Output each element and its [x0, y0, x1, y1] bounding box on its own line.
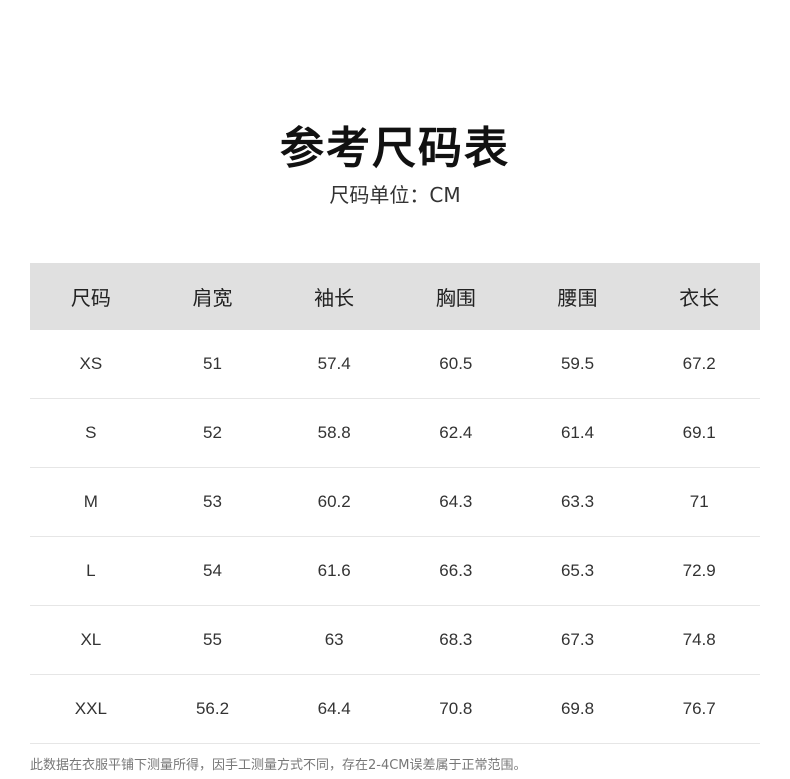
table-cell: 69.1 — [682, 423, 716, 442]
table-cell: XXL — [74, 699, 107, 718]
measurement-note: 此数据在衣服平铺下测量所得，因手工测量方式不同，存在2-4CM误差属于正常范围。 — [30, 758, 527, 773]
table-cell: 51 — [203, 354, 222, 373]
table-cell: 58.8 — [317, 423, 351, 442]
table-cell: 71 — [689, 492, 709, 511]
table-row: S 52 58.8 62.4 61.4 69.1 — [30, 399, 760, 468]
table-cell: 66.3 — [439, 561, 473, 580]
table-cell: 68.3 — [439, 630, 473, 649]
table-cell: 54 — [203, 561, 222, 580]
table-cell: 70.8 — [439, 699, 473, 718]
table-row: XL 55 63 68.3 67.3 74.8 — [30, 606, 760, 675]
table-cell: 72.9 — [682, 561, 716, 580]
table-cell: 57.4 — [317, 354, 351, 373]
table-cell: 52 — [203, 423, 222, 442]
table-row: XXL 56.2 64.4 70.8 69.8 76.7 — [30, 675, 760, 744]
table-cell: 55 — [203, 630, 222, 649]
table-cell: 69.8 — [560, 699, 595, 718]
header-cell: 腰围 — [557, 286, 598, 310]
unit-subtitle: 尺码单位：CM — [329, 183, 461, 207]
table-cell: 60.2 — [317, 492, 351, 511]
header-cell: 袖长 — [314, 286, 355, 310]
table-row: L 54 61.6 66.3 65.3 72.9 — [30, 537, 760, 606]
table-cell: XS — [79, 354, 103, 373]
table-row: XS 51 57.4 60.5 59.5 67.2 — [30, 330, 760, 399]
table-cell: 64.4 — [317, 699, 351, 718]
header-cell: 衣长 — [679, 286, 720, 310]
table-cell: L — [86, 561, 96, 580]
table-cell: S — [85, 423, 97, 442]
table-cell: 74.8 — [682, 630, 716, 649]
table-cell: 63 — [324, 630, 344, 649]
table-cell: 65.3 — [560, 561, 595, 580]
table-cell: 60.5 — [439, 354, 473, 373]
table-cell: XL — [80, 630, 102, 649]
table-cell: 67.2 — [682, 354, 716, 373]
table-cell: M — [83, 492, 98, 511]
table-cell: 64.3 — [439, 492, 473, 511]
table-cell: 56.2 — [195, 699, 230, 718]
table-cell: 61.6 — [317, 561, 351, 580]
table-cell: 53 — [203, 492, 222, 511]
header-cell: 尺码 — [70, 286, 111, 310]
header-cell: 胸围 — [435, 286, 476, 310]
page-title: 参考尺码表 — [280, 123, 510, 174]
table-row: M 53 60.2 64.3 63.3 71 — [30, 468, 760, 537]
table-cell: 63.3 — [560, 492, 595, 511]
table-cell: 67.3 — [560, 630, 595, 649]
table-cell: 61.4 — [560, 423, 595, 442]
table-cell: 62.4 — [439, 423, 473, 442]
table-cell: 59.5 — [560, 354, 595, 373]
table-header: 尺码 肩宽 袖长 胸围 腰围 衣长 — [30, 263, 760, 330]
header-cell: 肩宽 — [192, 286, 233, 310]
table-cell: 76.7 — [682, 699, 716, 718]
size-table: 尺码 肩宽 袖长 胸围 腰围 衣长 XS 51 57.4 60.5 59.5 67.2 S 5… — [30, 263, 760, 744]
